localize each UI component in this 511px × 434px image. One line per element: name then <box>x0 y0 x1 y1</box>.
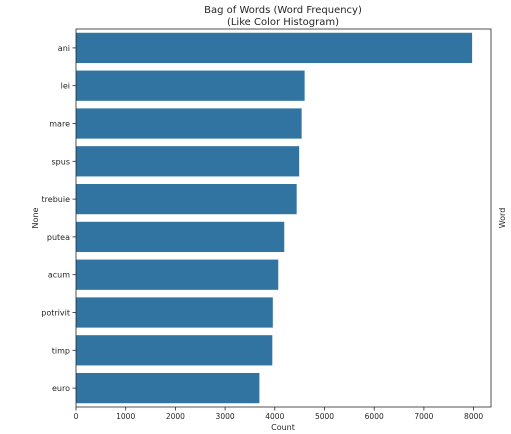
x-tick-label-6000: 6000 <box>365 412 384 421</box>
x-tick-label-5000: 5000 <box>315 412 334 421</box>
category-label-trebuie: trebuie <box>42 195 71 204</box>
category-label-putea: putea <box>47 233 70 242</box>
bar-trebuie <box>76 183 297 215</box>
bars-group <box>76 32 473 404</box>
category-label-lei: lei <box>61 82 70 91</box>
category-labels: ani lei mare spus trebuie putea acum potrivit ti… <box>41 44 76 393</box>
category-label-ani: ani <box>58 44 70 53</box>
x-tick-label-7000: 7000 <box>414 412 433 421</box>
bar-mare <box>76 108 302 139</box>
category-label-timp: timp <box>52 346 70 355</box>
y-axis-label: None <box>31 207 40 228</box>
bar-acum <box>76 259 279 290</box>
category-label-potrivit: potrivit <box>41 309 70 318</box>
chart-subtitle: (Like Color Histogram) <box>227 17 339 28</box>
x-tick-label-8000: 8000 <box>464 412 483 421</box>
category-label-mare: mare <box>49 120 70 129</box>
plot-frame <box>75 28 492 408</box>
category-label-spus: spus <box>52 157 70 166</box>
x-axis-label: Count <box>271 423 295 432</box>
bar-putea <box>76 221 285 253</box>
x-tick-label-4000: 4000 <box>265 412 284 421</box>
chart-title: Bag of Words (Word Frequency) <box>204 5 362 16</box>
bar-euro <box>76 372 260 404</box>
x-tick-label-0: 0 <box>74 412 79 421</box>
x-tick-label-2000: 2000 <box>166 412 185 421</box>
category-label-acum: acum <box>48 271 70 280</box>
bar-lei <box>76 70 305 101</box>
x-tick-label-3000: 3000 <box>216 412 235 421</box>
bar-spus <box>76 146 300 177</box>
y-axis-label-right: Word <box>498 208 507 229</box>
x-axis: 0 1000 2000 3000 4000 5000 6000 7000 8000 <box>74 407 483 421</box>
bar-timp <box>76 335 273 366</box>
bar-ani <box>76 32 473 64</box>
x-tick-label-1000: 1000 <box>116 412 135 421</box>
category-label-euro: euro <box>52 384 70 393</box>
bar-potrivit <box>76 297 273 328</box>
